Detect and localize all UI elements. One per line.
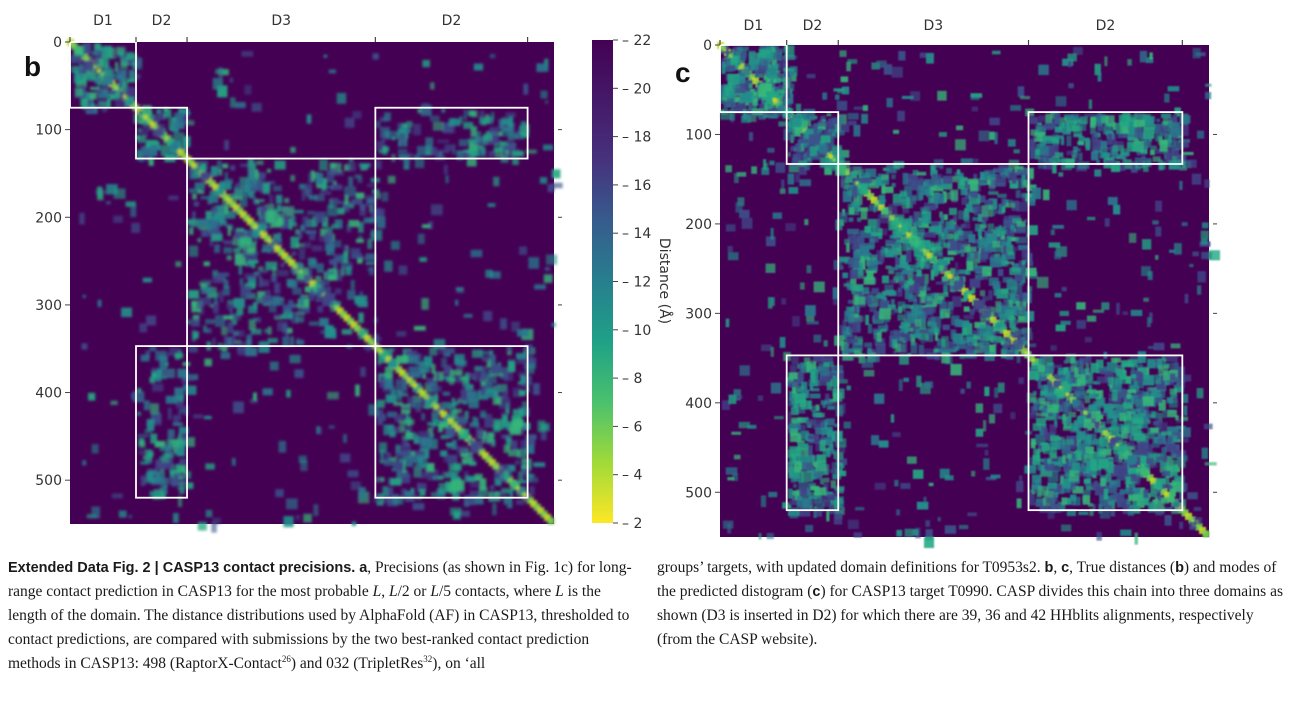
caption-text: , True distances (: [1069, 559, 1176, 576]
caption-letter-a: a: [359, 560, 368, 576]
caption-text: , Precisions (as shown in Fig. 1c) for l…: [8, 559, 632, 600]
y-tick-label: 100: [35, 123, 62, 139]
y-tick-label: 500: [35, 473, 62, 489]
panel-c-letter: c: [675, 57, 691, 88]
colorbar-ticks: – 22 – 20 – 18 – 16 – 14 – 12 – 10 – 8 – 6 – 4 – 2: [613, 33, 651, 532]
y-tick-label: 0: [703, 38, 712, 54]
colorbar-tick-label: – 2: [622, 516, 642, 532]
figure-caption-left: Extended Data Fig. 2 | CASP13 contact pr…: [8, 556, 638, 676]
colorbar-tick-label: – 10: [622, 323, 651, 339]
y-tick-label: 200: [685, 217, 712, 233]
colorbar-gradient: [592, 40, 613, 523]
colorbar-tick-label: – 8: [622, 371, 642, 387]
domain-box: [785, 111, 840, 165]
colorbar-tick-label: – 20: [622, 81, 651, 97]
caption-text: ,: [381, 583, 389, 600]
panel-c-axes: 0 100 200 300 400 500 D1 D2 D3 D2: [685, 18, 1217, 501]
caption-text: ), on ‘all: [432, 655, 486, 672]
domain-box: [1027, 354, 1184, 512]
colorbar-tick-label: – 18: [622, 130, 651, 146]
panel-b-domain-boxes: [69, 41, 529, 499]
panel-b-true-distance-map: 0 100 200 300 400 500 D1 D2 D3 D2 b: [24, 13, 563, 533]
y-tick-label: 400: [35, 386, 62, 402]
domain-box: [719, 44, 788, 113]
panel-b-letter: b: [24, 51, 41, 82]
domain-label: D3: [271, 13, 291, 29]
caption-letter-c: c: [1061, 560, 1070, 576]
caption-letter-b: b: [1044, 560, 1054, 576]
domain-box: [69, 41, 137, 109]
caption-text: is the length of the domain. The distanc…: [8, 583, 630, 672]
domain-label: D3: [924, 18, 944, 34]
caption-italic: L: [372, 583, 382, 600]
domain-box: [135, 106, 188, 160]
colorbar-label: Distance (Å): [656, 238, 673, 324]
caption-reference: 26: [281, 653, 291, 664]
panel-b-contact-texture: [67, 39, 563, 533]
figure-caption-right: groups’ targets, with updated domain def…: [657, 556, 1285, 652]
domain-label: D1: [743, 18, 763, 34]
colorbar: – 22– 20– 18– 16– 14– 12– 10– 8– 6– 4– 2…: [592, 33, 673, 532]
y-tick-label: 0: [53, 35, 62, 51]
caption-text: /5 contacts, where: [438, 583, 556, 600]
colorbar-tick-label: – 16: [622, 178, 651, 194]
panel-b-axes: 0 100 200 300 400 500 D1 D2 D3 D2: [35, 13, 562, 489]
colorbar-tick-label: – 6: [622, 419, 642, 435]
caption-reference: 32: [423, 653, 433, 664]
colorbar-tick-label: – 22: [622, 33, 651, 49]
y-tick-label: 400: [685, 396, 712, 412]
y-tick-label: 200: [35, 210, 62, 226]
y-tick-label: 300: [35, 298, 62, 314]
domain-box: [374, 345, 529, 499]
domain-label: D2: [803, 18, 823, 34]
domain-box: [837, 163, 1030, 357]
panel-c-domain-boxes: [719, 44, 1184, 512]
y-tick-label: 500: [685, 485, 712, 501]
colorbar-tick-label: – 4: [622, 468, 642, 484]
domain-label: D2: [1096, 18, 1116, 34]
panel-c-predicted-distogram-map: 0 100 200 300 400 500 D1 D2 D3 D2 c: [675, 18, 1221, 549]
colorbar-tick-label: – 12: [622, 275, 651, 291]
domain-label: D2: [442, 13, 462, 29]
y-tick-label: 100: [685, 127, 712, 143]
caption-letter-b: b: [1175, 560, 1184, 576]
caption-text: ) for CASP13 target T0990. CASP divides …: [657, 583, 1284, 648]
domain-box: [1027, 111, 1184, 165]
caption-text: ) and modes of the predicted distogram (: [657, 559, 1277, 600]
domain-box: [135, 345, 188, 499]
caption-text: ) and 032 (TripletRes: [290, 655, 424, 672]
colorbar-tick-label: – 14: [622, 226, 651, 242]
caption-letter-c: c: [812, 584, 821, 600]
domain-label: D1: [93, 13, 113, 29]
domain-box: [374, 106, 529, 160]
domain-label: D2: [152, 13, 172, 29]
domain-box: [186, 157, 377, 347]
panel-c-contact-texture: [717, 42, 1221, 549]
caption-text: ,: [1053, 559, 1062, 576]
domain-box: [785, 354, 840, 512]
caption-text: groups’ targets, with updated domain def…: [657, 559, 1045, 576]
caption-title: Extended Data Fig. 2 | CASP13 contact pr…: [8, 560, 356, 576]
caption-italic: L: [388, 583, 398, 600]
caption-italic: L: [430, 583, 439, 600]
caption-italic: L: [555, 583, 564, 600]
caption-text: /2 or: [397, 583, 431, 600]
y-tick-label: 300: [685, 306, 712, 322]
